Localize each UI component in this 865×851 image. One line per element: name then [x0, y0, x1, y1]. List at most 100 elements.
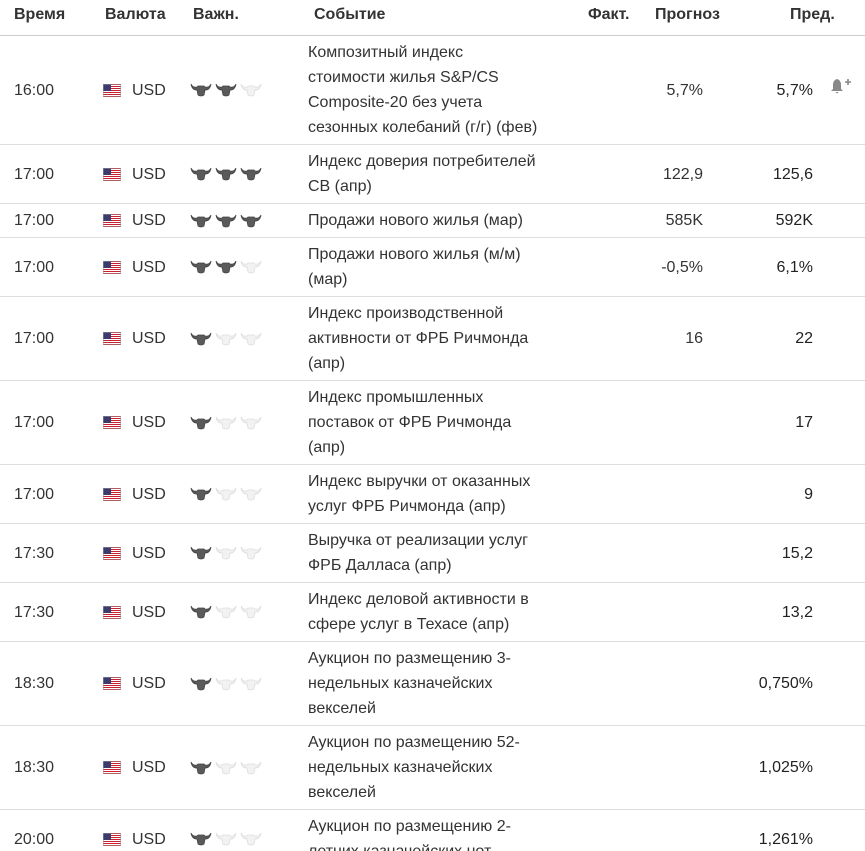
bull-shape: [190, 677, 212, 691]
time: 17:00: [0, 144, 100, 204]
col-header: Прогноз: [655, 6, 720, 23]
currency-cell: USD: [100, 144, 190, 204]
us-flag: [103, 167, 121, 181]
alert-cell: [820, 809, 865, 851]
forecast: -0,5%: [630, 237, 710, 297]
us-flag: [103, 332, 121, 346]
importance-bull: [240, 761, 262, 775]
flag-stripe: [103, 763, 121, 765]
flag-canton: [103, 487, 111, 495]
bull-shape: [240, 677, 262, 691]
flag-stripe: [103, 177, 121, 179]
event: Индекс производственной активности от ФР…: [300, 296, 555, 381]
flag-stripe: [103, 168, 121, 170]
event: Композитный индекс стоимости жилья S&P/C…: [300, 36, 555, 145]
previous: 592K: [710, 203, 820, 238]
flag-stripe: [103, 268, 121, 270]
bull-shape: [215, 677, 237, 691]
flag-stripe: [103, 841, 121, 843]
flag-canton: [103, 214, 111, 222]
importance-bull: [190, 168, 212, 181]
actual: [555, 203, 630, 238]
event-row: 20:00 USD Аукцион по размещению 2-летних к…: [0, 809, 865, 851]
event: Индекс доверия потребителей CB (апр): [300, 144, 555, 204]
event: Индекс выручки от оказанных услуг ФРБ Ри…: [300, 464, 555, 524]
flag-canton: [103, 260, 111, 268]
importance-bull: [240, 606, 262, 619]
currency-cell: USD: [100, 203, 190, 238]
previous: 125,6: [710, 144, 820, 204]
importance-bull: [190, 332, 212, 346]
flag-stripe: [103, 176, 121, 178]
flag-stripe: [103, 269, 121, 271]
flag-stripe: [103, 88, 121, 90]
event-row: 17:00 USD Продажи нового жилья (мар) 585K 59…: [0, 203, 865, 238]
flag-stripe: [103, 343, 121, 345]
bull-shape: [215, 261, 237, 274]
bull-shape: [190, 833, 212, 846]
flag-stripe: [103, 169, 121, 171]
currency: USD: [132, 830, 166, 848]
flag-stripe: [103, 175, 121, 177]
event: Индекс деловой активности в сфере услуг …: [300, 582, 555, 642]
importance-bull: [215, 416, 237, 430]
importance: [190, 144, 300, 204]
flag-stripe: [103, 498, 121, 500]
us-flag: [103, 260, 121, 274]
event-row: 17:30 USD Выручка от реализации услуг ФРБ …: [0, 523, 865, 583]
actual: [555, 582, 630, 642]
flag-border: [103, 260, 121, 274]
flag-stripe: [103, 340, 121, 342]
currency-cell: USD: [100, 296, 190, 381]
bull-shape: [190, 416, 212, 430]
us-flag: [103, 416, 121, 430]
importance: [190, 36, 300, 145]
importance: [190, 523, 300, 583]
bull-shape: [215, 168, 237, 181]
col-header: Валюта: [105, 6, 166, 23]
col-header: Пред.: [790, 6, 835, 23]
forecast: 16: [630, 296, 710, 381]
flag-stripe: [103, 334, 121, 336]
flag-stripe: [103, 267, 121, 269]
time: 16:00: [0, 36, 100, 145]
flag-stripe: [103, 264, 121, 266]
currency-cell: USD: [100, 582, 190, 642]
event-row: 17:00 USD Индекс выручки от оказанных услу…: [0, 464, 865, 524]
bull-shape: [215, 761, 237, 775]
importance-bull: [240, 84, 262, 97]
flag-stripe: [103, 489, 121, 491]
importance-bull: [215, 488, 237, 501]
flag-stripe: [103, 173, 121, 175]
importance: [190, 641, 300, 726]
bull-shape: [240, 214, 262, 228]
actual: [555, 641, 630, 726]
flag-stripe: [103, 835, 121, 837]
us-flag: [103, 677, 121, 691]
bull-shape: [215, 84, 237, 97]
flag-stripe: [103, 342, 121, 344]
importance-bull: [240, 168, 262, 181]
flag-stripe: [103, 772, 121, 774]
bull-shape: [240, 488, 262, 501]
flag-stripe: [103, 336, 121, 338]
flag-stripe: [103, 556, 121, 558]
flag-stripe: [103, 219, 121, 221]
event: Продажи нового жилья (мар): [300, 203, 555, 238]
alert-bell[interactable]: [830, 77, 852, 95]
alert-cell: [820, 203, 865, 238]
time: 17:00: [0, 296, 100, 381]
importance-bull: [240, 416, 262, 430]
flag-stripe: [103, 425, 121, 427]
importance: [190, 296, 300, 381]
flag-stripe: [103, 488, 121, 490]
flag-stripe: [103, 612, 121, 614]
flag-stripe: [103, 833, 121, 835]
currency-cell: USD: [100, 36, 190, 145]
currency: USD: [132, 165, 166, 183]
flag-stripe: [103, 836, 121, 838]
currency: USD: [132, 330, 166, 347]
flag-stripe: [103, 608, 121, 610]
flag-stripe: [103, 339, 121, 341]
flag-stripe: [103, 555, 121, 557]
